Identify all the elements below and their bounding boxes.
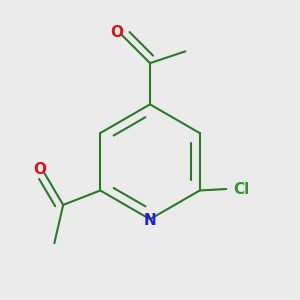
Text: O: O [33,162,46,177]
Text: N: N [144,213,156,228]
Text: O: O [110,25,123,40]
Text: Cl: Cl [234,182,250,196]
